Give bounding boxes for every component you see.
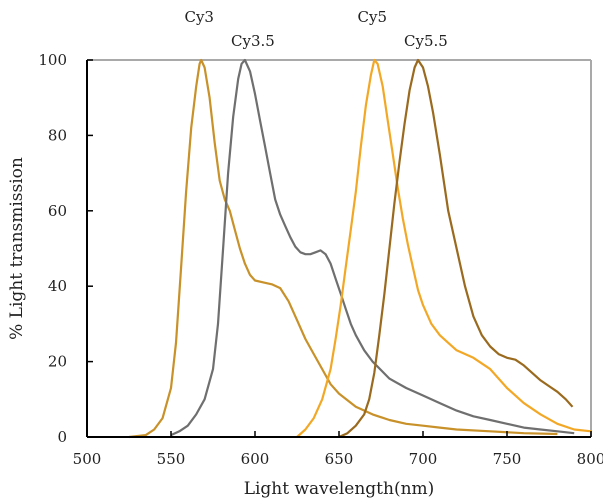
- plot-frame: [87, 59, 592, 437]
- x-tick-label: 550: [157, 450, 186, 468]
- series-label: Cy5.5: [404, 32, 448, 50]
- series-label: Cy3: [184, 8, 214, 26]
- x-tick-label: 750: [493, 450, 522, 468]
- y-tick-label: 0: [57, 428, 67, 446]
- series-line-cy5-5: [338, 58, 574, 439]
- y-tick-label: 80: [48, 126, 67, 144]
- y-tick-label: 20: [48, 353, 67, 371]
- x-tick-label: 700: [409, 450, 438, 468]
- series-line-cy3: [128, 58, 558, 439]
- series-label: Cy3.5: [231, 32, 275, 50]
- series-labels: Cy3 Cy3.5 Cy5 Cy5.5: [184, 8, 447, 50]
- x-tick-label: 650: [325, 450, 354, 468]
- x-tick-label: 600: [241, 450, 270, 468]
- series-layer: [128, 58, 592, 439]
- axes: 0 20 40 60 80 100 500 550 600 650 700 750 800: [38, 51, 603, 468]
- x-tick-label: 500: [73, 450, 102, 468]
- x-axis-title: Light wavelength(nm): [244, 479, 435, 499]
- y-tick-label: 100: [38, 51, 67, 69]
- x-tick-label: 800: [577, 450, 603, 468]
- series-line-cy3-5: [170, 58, 575, 437]
- y-axis-title: % Light transmission: [7, 157, 27, 340]
- series-line-cy5: [296, 58, 592, 438]
- y-tick-label: 40: [48, 277, 67, 295]
- y-tick-label: 60: [48, 202, 67, 220]
- series-label: Cy5: [358, 8, 388, 26]
